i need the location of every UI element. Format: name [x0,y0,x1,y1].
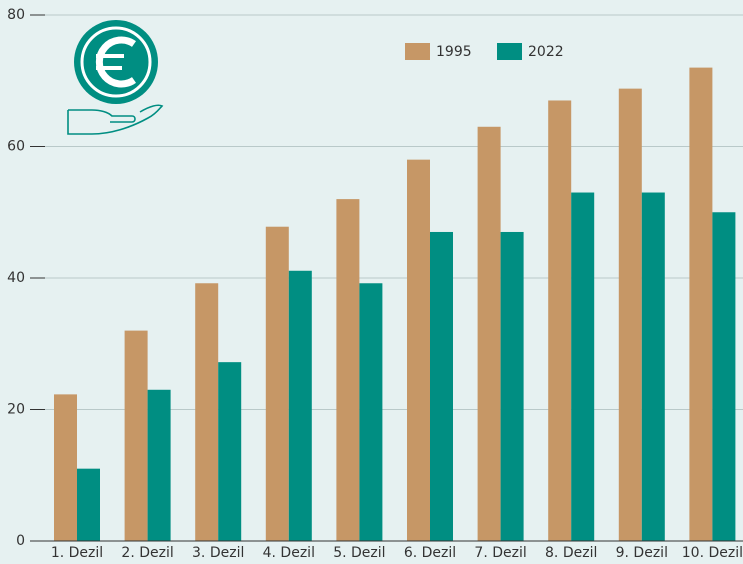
x-tick-label: 6. Dezil [404,545,456,561]
y-tick-label: 40 [7,270,25,286]
bar [571,192,595,541]
bar [548,100,572,541]
legend-swatch [497,43,522,60]
x-tick-label: 7. Dezil [474,545,526,561]
y-tick-label: 80 [7,7,25,23]
euro-icon [67,20,164,135]
x-tick-label: 5. Dezil [333,545,385,561]
x-tick-label: 2. Dezil [121,545,173,561]
bar [77,468,100,541]
bar [195,283,219,541]
legend-swatch [405,43,430,60]
x-tick-label: 4. Dezil [263,545,315,561]
bar [618,88,642,541]
x-tick-label: 9. Dezil [616,545,668,561]
bar [430,231,453,541]
bar [336,199,360,541]
y-tick-label: 0 [16,533,25,549]
bar [218,362,242,541]
bar [54,394,77,541]
bar [689,67,713,541]
legend-label: 2022 [528,44,564,60]
bar [500,231,524,541]
bar [147,389,171,541]
bar [712,212,736,541]
bar [407,159,430,541]
bar [641,192,665,541]
bar [359,283,383,541]
legend-label: 1995 [436,44,472,60]
bar [265,226,289,541]
x-tick-label: 1. Dezil [51,545,103,561]
bar [288,270,312,541]
x-tick-label: 3. Dezil [192,545,244,561]
bar [477,126,501,542]
x-tick-label: 10. Dezil [682,545,743,561]
bar [124,330,148,541]
y-tick-label: 60 [7,139,25,155]
y-tick-label: 20 [7,402,25,418]
x-tick-label: 8. Dezil [545,545,597,561]
